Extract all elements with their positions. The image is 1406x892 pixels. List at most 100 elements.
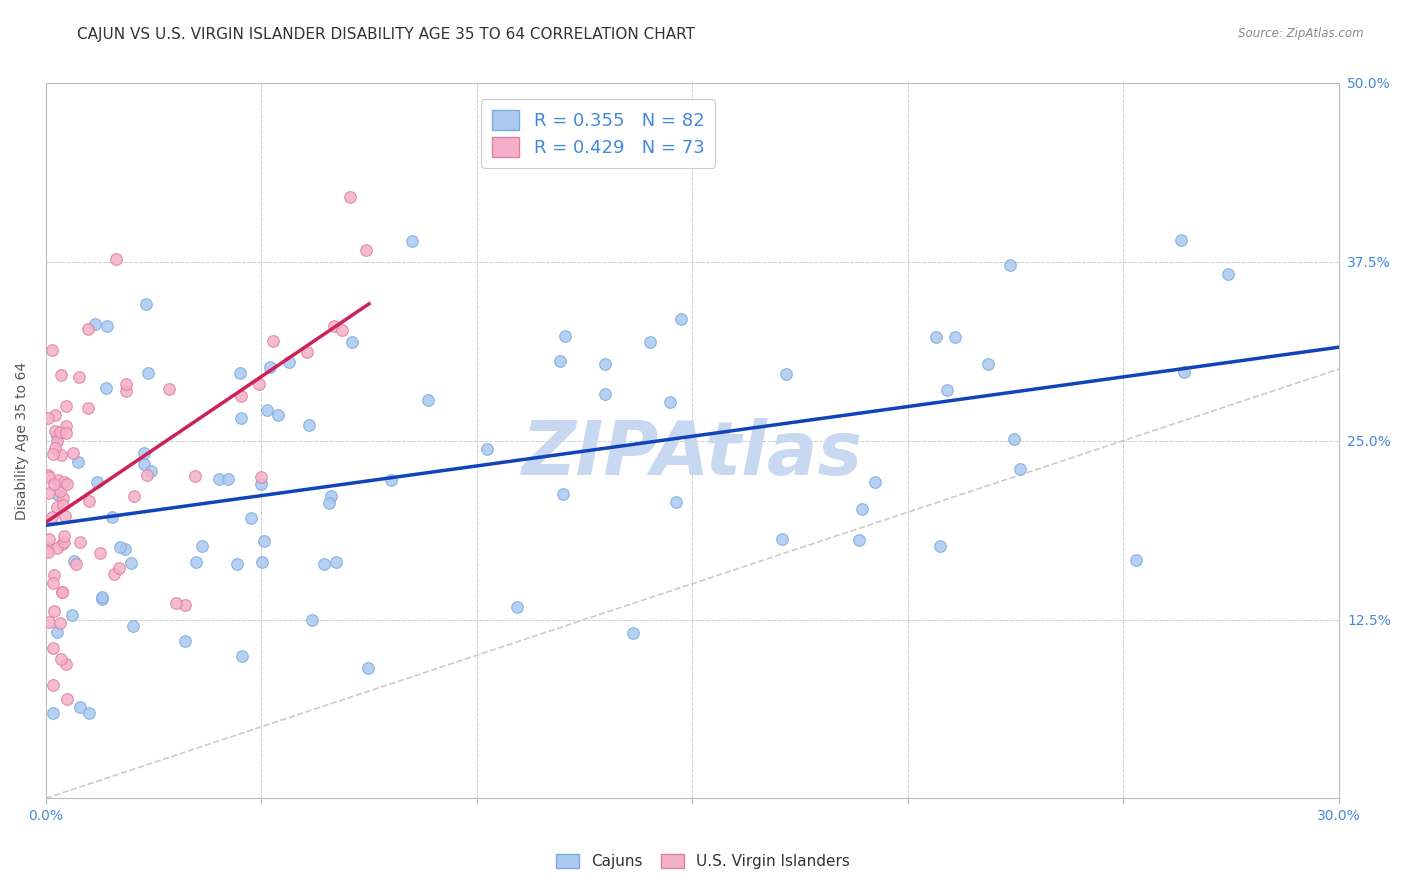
Point: [217, 472, 239, 486]
Point: [79, 706, 101, 720]
Point: [250, 470, 273, 484]
Point: [132, 457, 155, 471]
Point: [89, 546, 111, 560]
Point: [55, 476, 77, 491]
Point: [49, 483, 72, 498]
Point: [553, 487, 575, 501]
Point: [90, 591, 112, 605]
Point: [37, 468, 59, 483]
Point: [45, 429, 67, 443]
Point: [69, 699, 91, 714]
Point: [52, 535, 75, 549]
Point: [45, 500, 67, 514]
Point: [53, 475, 76, 489]
Point: [1216, 267, 1239, 281]
Point: [247, 376, 270, 391]
Point: [76, 321, 98, 335]
Point: [41, 343, 63, 357]
Point: [44, 408, 66, 422]
Point: [52, 529, 75, 543]
Point: [173, 598, 195, 612]
Point: [1002, 432, 1025, 446]
Point: [340, 335, 363, 350]
Point: [41, 706, 63, 720]
Point: [37, 544, 59, 558]
Point: [252, 555, 274, 569]
Point: [259, 360, 281, 375]
Point: [42, 640, 65, 655]
Point: [593, 357, 616, 371]
Point: [380, 473, 402, 487]
Point: [48, 425, 70, 439]
Point: [301, 613, 323, 627]
Point: [323, 319, 346, 334]
Point: [67, 370, 90, 384]
Point: [69, 535, 91, 549]
Point: [262, 334, 284, 348]
Point: [115, 384, 138, 399]
Point: [770, 532, 793, 546]
Point: [339, 190, 361, 204]
Point: [52, 499, 75, 513]
Point: [86, 475, 108, 489]
Point: [775, 368, 797, 382]
Point: [84, 317, 107, 331]
Point: [55, 692, 77, 706]
Point: [96, 318, 118, 333]
Point: [37, 411, 59, 425]
Point: [42, 568, 65, 582]
Point: [49, 615, 72, 630]
Point: [51, 536, 73, 550]
Point: [108, 560, 131, 574]
Point: [312, 557, 335, 571]
Point: [638, 334, 661, 349]
Point: [475, 442, 498, 456]
Point: [357, 661, 380, 675]
Point: [55, 418, 77, 433]
Point: [60, 607, 83, 622]
Point: [935, 383, 957, 397]
Point: [593, 387, 616, 401]
Point: [354, 243, 377, 257]
Point: [863, 475, 886, 489]
Legend: R = 0.355   N = 82, R = 0.429   N = 73: R = 0.355 N = 82, R = 0.429 N = 73: [481, 99, 716, 168]
Point: [38, 486, 60, 500]
Point: [256, 403, 278, 417]
Point: [44, 425, 66, 439]
Point: [42, 477, 65, 491]
Point: [53, 508, 76, 523]
Point: [977, 357, 1000, 371]
Point: [136, 467, 159, 482]
Point: [664, 495, 686, 509]
Point: [506, 600, 529, 615]
Point: [318, 496, 340, 510]
Text: Source: ZipAtlas.com: Source: ZipAtlas.com: [1239, 27, 1364, 40]
Point: [231, 410, 253, 425]
Point: [55, 425, 77, 440]
Point: [298, 418, 321, 433]
Point: [240, 510, 263, 524]
Text: CAJUN VS U.S. VIRGIN ISLANDER DISABILITY AGE 35 TO 64 CORRELATION CHART: CAJUN VS U.S. VIRGIN ISLANDER DISABILITY…: [77, 27, 696, 42]
Point: [115, 376, 138, 391]
Point: [928, 539, 950, 553]
Point: [186, 555, 208, 569]
Point: [62, 446, 84, 460]
Point: [41, 576, 63, 591]
Point: [66, 455, 89, 469]
Point: [1170, 233, 1192, 247]
Point: [52, 491, 75, 505]
Point: [550, 354, 572, 368]
Point: [330, 323, 353, 337]
Point: [51, 585, 73, 599]
Point: [55, 657, 77, 672]
Point: [418, 392, 440, 407]
Point: [38, 533, 60, 547]
Point: [41, 678, 63, 692]
Point: [45, 541, 67, 555]
Point: [848, 533, 870, 548]
Point: [183, 468, 205, 483]
Point: [46, 473, 69, 487]
Point: [266, 408, 288, 422]
Point: [51, 448, 73, 462]
Point: [122, 489, 145, 503]
